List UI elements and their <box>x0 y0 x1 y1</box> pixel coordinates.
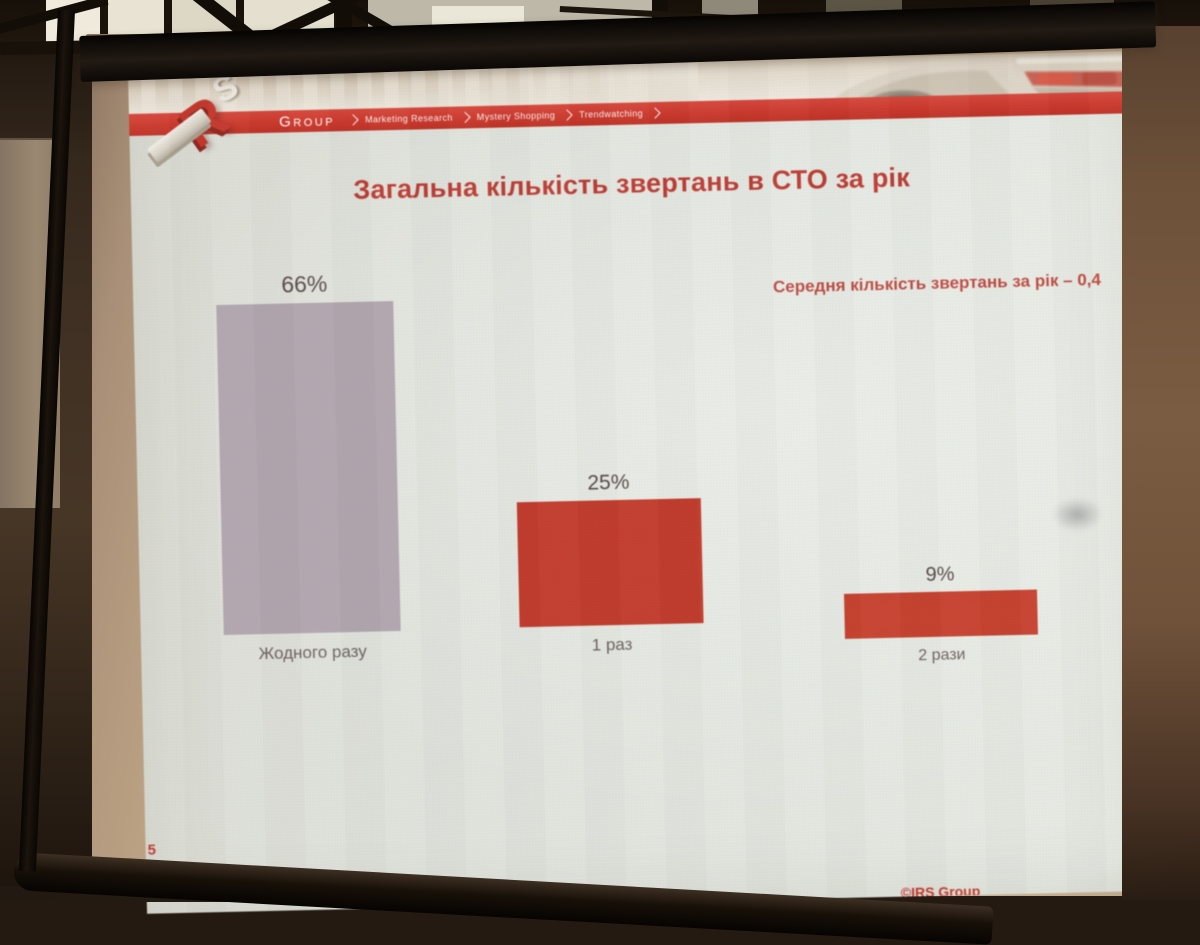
copyright-text: ©IRS Group <box>900 882 981 901</box>
nav-item-marketing-research: Marketing Research <box>364 112 453 125</box>
value-label: 9% <box>925 563 955 587</box>
chart-column-once: 25% 1 раз <box>511 231 704 655</box>
category-label: 1 раз <box>591 634 633 655</box>
page-number: 5 <box>147 841 157 859</box>
category-label: 2 рази <box>918 646 966 665</box>
value-label: 66% <box>280 270 328 298</box>
bar-never <box>216 301 401 635</box>
chevron-right-icon <box>561 109 573 121</box>
chart-column-never: 66% Жодного разу <box>215 239 401 663</box>
bar-once <box>516 498 704 628</box>
chevron-right-icon <box>649 107 661 119</box>
bar-twice <box>843 589 1038 639</box>
irs-logo: S R I <box>147 67 290 179</box>
slide: GROUP Marketing Research Mystery Shoppin… <box>128 51 1149 914</box>
chart-column-twice: 9% 2 рази <box>836 243 1038 664</box>
value-label: 25% <box>587 470 630 495</box>
wall-right <box>1122 26 1200 900</box>
nav-item-trendwatching: Trendwatching <box>579 108 644 120</box>
chevron-right-icon <box>347 114 359 126</box>
chevron-right-icon <box>459 111 471 124</box>
nav-item-mystery-shopping: Mystery Shopping <box>476 110 556 123</box>
category-label: Жодного разу <box>258 641 367 664</box>
smudge-spot <box>1040 489 1114 540</box>
